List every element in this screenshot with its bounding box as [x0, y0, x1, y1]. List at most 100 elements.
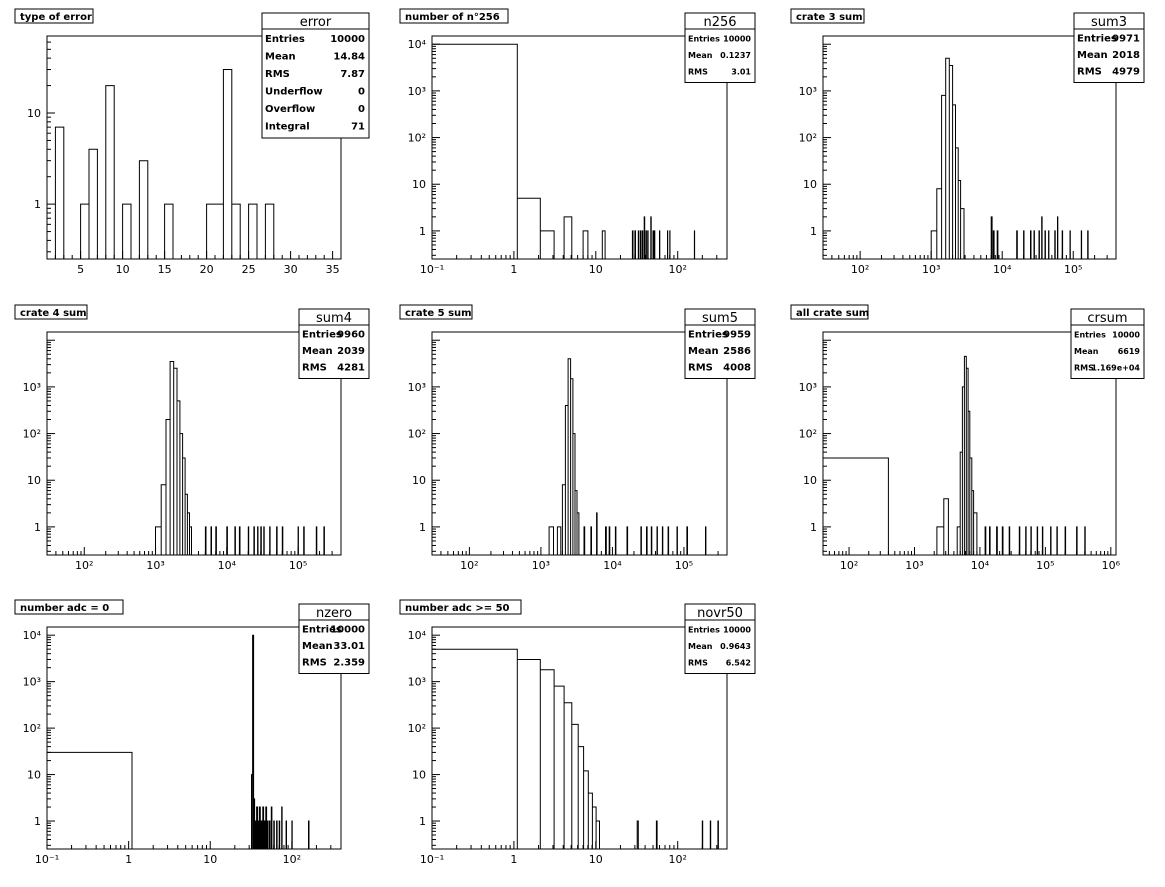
histogram-outline	[431, 648, 719, 849]
stats-value: 2586	[723, 346, 751, 357]
stats-value: 4281	[337, 362, 365, 373]
x-tick-label: 30	[284, 263, 298, 276]
histogram-bin	[584, 771, 589, 849]
stats-value: 6.542	[726, 658, 751, 667]
x-tick-label: 10	[589, 263, 603, 276]
histogram-bin	[156, 527, 162, 555]
y-tick-label: 1	[810, 225, 817, 238]
stats-box-frame	[684, 603, 756, 674]
y-tick-label: 10⁴	[408, 629, 427, 642]
x-tick-label: 10⁴	[971, 559, 990, 572]
histogram-bin	[549, 527, 553, 555]
y-tick-label: 10	[803, 178, 817, 191]
y-tick-label: 10	[27, 769, 41, 782]
histogram-title: type of error	[20, 12, 92, 23]
histogram-bin	[517, 659, 540, 849]
x-tick-label: 10⁶	[1102, 559, 1121, 572]
histogram-title-box	[399, 8, 509, 24]
x-tick-label: 5	[77, 263, 84, 276]
x-tick-label: 20	[200, 263, 214, 276]
stats-box-error: error Entries 10000 Mean 14.84 RMS 7.87 Underfl…	[261, 12, 370, 139]
plot-frame	[822, 35, 1117, 260]
y-tick-label: 10²	[799, 428, 817, 441]
stats-value: 0.9643	[720, 642, 751, 651]
stats-value: 6619	[1118, 347, 1141, 356]
stats-value: 2.359	[333, 657, 365, 668]
histogram-bin	[937, 189, 942, 259]
histogram-bin	[540, 670, 554, 849]
stats-value: 10000	[723, 625, 751, 634]
histogram-bin	[540, 231, 554, 259]
histogram-bin	[161, 485, 166, 555]
stats-value: 9971	[1112, 33, 1140, 44]
histogram-bin	[944, 499, 949, 555]
stats-label: Entries	[1077, 33, 1117, 44]
y-tick-label: 10³	[408, 85, 426, 98]
histogram-bin	[578, 747, 583, 849]
y-tick-label: 1	[34, 815, 41, 828]
histogram-bin	[942, 95, 946, 259]
x-tick-label: 1	[125, 853, 132, 866]
x-tick-label: 10	[203, 853, 217, 866]
stats-value: 1.169e+04	[1091, 363, 1140, 372]
stats-label: Mean	[1074, 347, 1099, 356]
y-tick-label: 10³	[23, 381, 41, 394]
y-tick-label: 1	[419, 815, 426, 828]
stats-box-frame	[684, 308, 756, 379]
histogram-bin	[265, 204, 273, 259]
stats-label: Mean	[302, 346, 333, 357]
histogram-title: number of n°256	[405, 12, 500, 23]
stats-box-name: crsum	[1087, 311, 1127, 326]
stats-box-frame	[1070, 308, 1145, 379]
histogram-title-box	[790, 304, 869, 320]
stats-value: 0.1237	[720, 51, 751, 60]
histogram-panel-nzero: 10⁻¹ 1 10 10² 1 10 10² 10³ 10⁴ number adc = 0 nzer…	[14, 599, 370, 866]
histogram-title: all crate sum	[796, 308, 869, 319]
y-tick-label: 10³	[408, 676, 426, 689]
histogram-title-box	[14, 599, 124, 615]
histogram-panel-sum3: 10² 10³ 10⁴ 10⁵ 1 10 10² 10³ crate 3 sum sum3 Entr…	[790, 8, 1145, 276]
histogram-panel-n256: 10⁻¹ 1 10 10² 1 10 10² 10³ 10⁴ number of n°256 n25…	[399, 8, 756, 276]
stats-label: Entries	[688, 625, 720, 634]
x-tick-label: 10²	[668, 853, 686, 866]
stats-box-name: error	[300, 15, 332, 30]
x-tick-label: 10³	[146, 559, 164, 572]
plot-frame	[46, 626, 342, 850]
y-tick-label: 10²	[799, 132, 817, 145]
stats-box-name: n256	[703, 15, 736, 30]
x-tick-label: 10²	[851, 263, 869, 276]
stats-label: Entries	[1074, 330, 1106, 339]
x-tick-label: 10²	[840, 559, 858, 572]
histogram-bin	[946, 58, 950, 259]
stats-label: Integral	[265, 122, 310, 133]
stats-label: RMS	[688, 658, 708, 667]
histogram-outline	[930, 57, 1089, 259]
stats-value: 4979	[1112, 66, 1140, 77]
x-tick-label: 10⁴	[603, 559, 622, 572]
histogram-panel-novr50: 10⁻¹ 1 10 10² 1 10 10² 10³ 10⁴ number adc >= 50 no…	[399, 599, 756, 866]
y-tick-label: 1	[34, 198, 41, 211]
y-tick-label: 10³	[23, 676, 41, 689]
y-tick-label: 10	[412, 769, 426, 782]
histogram-bin	[55, 127, 63, 259]
stats-box-frame	[684, 12, 756, 83]
histogram-bin	[554, 686, 564, 849]
histogram-title: crate 3 sum	[796, 12, 863, 23]
stats-box-name: sum5	[702, 311, 738, 326]
x-tick-label: 15	[158, 263, 172, 276]
x-tick-label: 10⁴	[218, 559, 237, 572]
stats-label: Entries	[688, 329, 728, 340]
histogram-bin	[432, 649, 517, 849]
y-tick-label: 10	[412, 474, 426, 487]
plot-frame	[46, 331, 342, 556]
histogram-bin	[931, 231, 937, 259]
stats-value: 10000	[1112, 330, 1140, 339]
x-tick-label: 10³	[922, 263, 940, 276]
histogram-bin	[823, 458, 888, 555]
x-tick-label: 10⁻¹	[35, 853, 59, 866]
stats-label: Underflow	[265, 87, 323, 98]
stats-box-frame	[1073, 12, 1145, 83]
stats-value: 33.01	[333, 641, 365, 652]
